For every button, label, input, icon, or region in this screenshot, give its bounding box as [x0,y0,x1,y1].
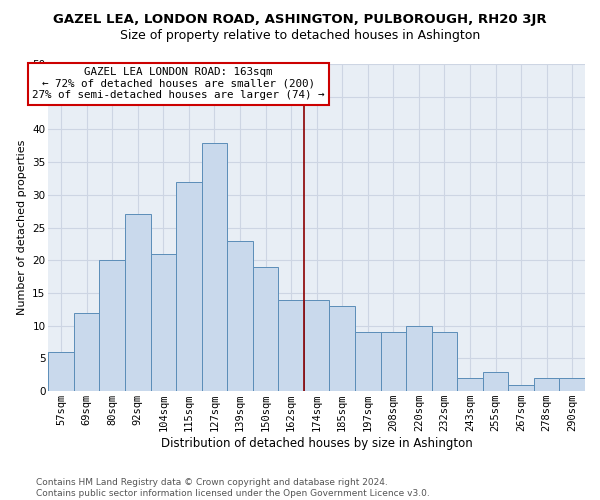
Bar [431,332,457,391]
Text: Contains HM Land Registry data © Crown copyright and database right 2024.
Contai: Contains HM Land Registry data © Crown c… [36,478,430,498]
X-axis label: Distribution of detached houses by size in Ashington: Distribution of detached houses by size … [161,437,473,450]
Bar [49,352,74,391]
Bar [151,254,176,391]
Bar [278,300,304,391]
Y-axis label: Number of detached properties: Number of detached properties [17,140,27,316]
Text: Size of property relative to detached houses in Ashington: Size of property relative to detached ho… [120,29,480,42]
Bar [380,332,406,391]
Bar [304,300,329,391]
Bar [406,326,431,391]
Bar [176,182,202,391]
Bar [125,214,151,391]
Bar [100,260,125,391]
Bar [74,312,100,391]
Bar [483,372,508,391]
Bar [559,378,585,391]
Bar [355,332,380,391]
Bar [202,142,227,391]
Bar [227,240,253,391]
Bar [508,384,534,391]
Bar [457,378,483,391]
Text: GAZEL LEA, LONDON ROAD, ASHINGTON, PULBOROUGH, RH20 3JR: GAZEL LEA, LONDON ROAD, ASHINGTON, PULBO… [53,12,547,26]
Bar [253,267,278,391]
Bar [329,306,355,391]
Bar [534,378,559,391]
Text: GAZEL LEA LONDON ROAD: 163sqm
← 72% of detached houses are smaller (200)
27% of : GAZEL LEA LONDON ROAD: 163sqm ← 72% of d… [32,68,325,100]
